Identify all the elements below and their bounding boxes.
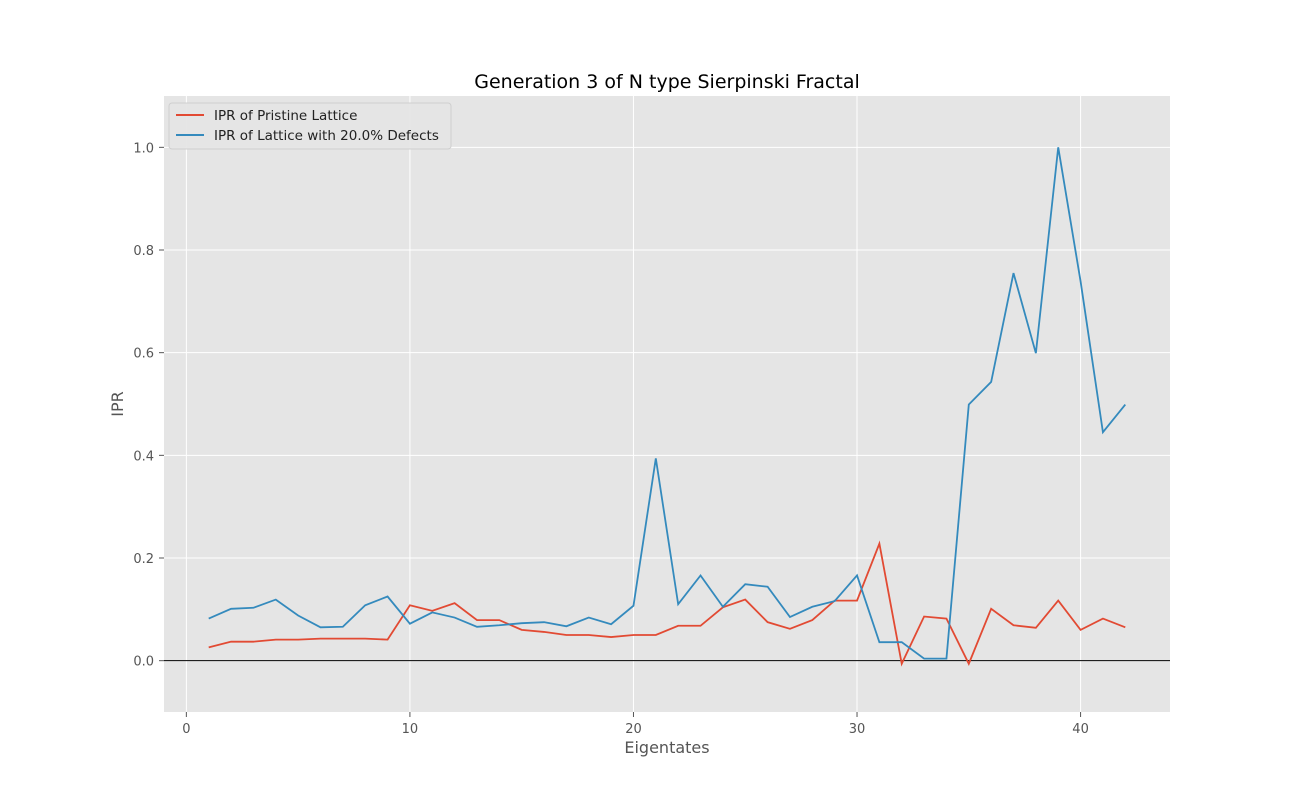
legend: IPR of Pristine Lattice IPR of Lattice w… xyxy=(168,102,452,150)
x-tick-label: 10 xyxy=(402,722,419,737)
series-lines xyxy=(208,147,1126,667)
legend-label-pristine: IPR of Pristine Lattice xyxy=(214,108,357,124)
y-tick-label: 0.4 xyxy=(133,449,154,464)
chart-title: Generation 3 of N type Sierpinski Fracta… xyxy=(474,71,860,93)
x-axis-label: Eigentates xyxy=(624,738,709,757)
x-tick-label: 40 xyxy=(1072,722,1089,737)
legend-label-defects: IPR of Lattice with 20.0% Defects xyxy=(214,128,439,144)
series-line-pristine xyxy=(208,540,1126,667)
x-tick-label: 20 xyxy=(625,722,642,737)
y-tick-label: 0.0 xyxy=(133,655,154,670)
y-tick-label: 0.6 xyxy=(133,347,154,362)
y-tick-label: 0.8 xyxy=(133,244,154,259)
plot-area-background xyxy=(164,96,1170,712)
y-tick-label: 0.2 xyxy=(133,552,154,567)
y-axis-label: IPR xyxy=(108,391,127,416)
legend-box xyxy=(168,102,452,150)
x-tick-label: 0 xyxy=(182,722,190,737)
y-tick-label: 1.0 xyxy=(133,141,154,156)
series-line-defects xyxy=(208,147,1126,660)
axis-ticks: 0 10 20 30 40 0.0 0.2 0.4 0.6 0.8 1.0 xyxy=(133,141,1089,737)
x-tick-label: 30 xyxy=(849,722,866,737)
